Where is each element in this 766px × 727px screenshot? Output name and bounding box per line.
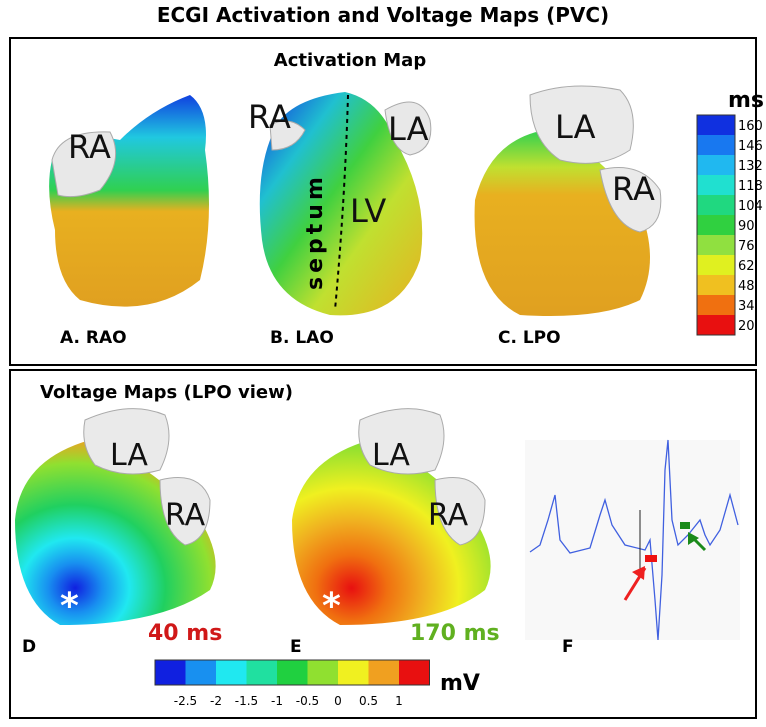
colorbar-tick-label: -2.5 <box>174 694 197 708</box>
colorbar-cell <box>399 660 430 685</box>
panel-title: Voltage Maps (LPO view) <box>40 382 293 403</box>
colorbar-tick-label: -1.5 <box>235 694 258 708</box>
colorbar: 160 146 132 118 104 90 76 62 48 34 20 <box>697 115 763 335</box>
colorbar-cell <box>697 155 735 175</box>
annotation: septum <box>303 173 328 290</box>
marker: * <box>322 586 341 627</box>
chamber-label: LV <box>350 192 386 230</box>
figure-title: ECGI Activation and Voltage Maps (PVC) <box>157 3 609 27</box>
chamber-label: RA <box>612 170 655 208</box>
time-label: 40 ms <box>148 621 222 646</box>
colorbar-tick-label: -1 <box>271 694 283 708</box>
view-label: A. RAO <box>60 328 127 348</box>
colorbar-cell <box>247 660 278 685</box>
colorbar-unit: mV <box>440 671 480 696</box>
colorbar-cell <box>697 135 735 155</box>
colorbar-cell <box>216 660 247 685</box>
colorbar-cell <box>697 215 735 235</box>
colorbar-tick-label: 1 <box>395 694 403 708</box>
chamber-label: RA <box>68 128 111 166</box>
colorbar-tick-label: 132 <box>738 159 763 174</box>
colorbar-tick-label: 34 <box>738 299 755 314</box>
colorbar-tick-label: 0.5 <box>359 694 378 708</box>
colorbar-tick-label: -0.5 <box>296 694 319 708</box>
colorbar-cell <box>697 255 735 275</box>
colorbar-cell <box>697 295 735 315</box>
view-label: F <box>562 637 574 657</box>
colorbar-tick-label: 62 <box>738 259 755 274</box>
colorbar-cell <box>697 315 735 335</box>
colorbar-tick-label: -2 <box>210 694 222 708</box>
colorbar-tick-label: 48 <box>738 279 755 294</box>
chamber-label: RA <box>165 498 206 533</box>
panel-title: Activation Map <box>274 50 427 71</box>
view-label: E <box>290 637 302 657</box>
view-label: B. LAO <box>270 328 334 348</box>
colorbar-tick-label: 90 <box>738 219 755 234</box>
colorbar-cell <box>155 660 186 685</box>
chamber-label: LA <box>110 438 148 473</box>
chamber-label: LA <box>372 438 410 473</box>
colorbar-cell <box>697 275 735 295</box>
colorbar-tick-label: 160 <box>738 119 763 134</box>
colorbar-cell <box>697 115 735 135</box>
colorbar-cell <box>338 660 369 685</box>
figure: ECGI Activation and Voltage Maps (PVC) A… <box>0 0 766 723</box>
heart-rao <box>49 95 209 307</box>
colorbar-cell <box>186 660 217 685</box>
colorbar-cell <box>369 660 400 685</box>
marker: * <box>60 586 79 627</box>
colorbar-tick-label: 0 <box>334 694 342 708</box>
colorbar: -2.5 -2 -1.5 -1 -0.5 0 0.5 1 <box>155 660 430 708</box>
view-label: C. LPO <box>498 328 561 348</box>
colorbar-tick-label: 20 <box>738 319 755 334</box>
colorbar-cell <box>697 175 735 195</box>
colorbar-unit: ms <box>728 88 764 113</box>
chamber-label: RA <box>428 498 469 533</box>
colorbar-cell <box>277 660 308 685</box>
colorbar-tick-label: 118 <box>738 179 763 194</box>
colorbar-cell <box>308 660 339 685</box>
chamber-label: LA <box>555 108 596 146</box>
view-label: D <box>22 637 36 657</box>
time-label: 170 ms <box>410 621 500 646</box>
colorbar-cell <box>697 195 735 215</box>
colorbar-cell <box>697 235 735 255</box>
colorbar-tick-label: 76 <box>738 239 755 254</box>
chamber-label: RA <box>248 98 291 136</box>
colorbar-tick-label: 104 <box>738 199 763 214</box>
colorbar-tick-label: 146 <box>738 139 763 154</box>
ecg-trace <box>525 440 740 640</box>
chamber-label: LA <box>388 110 429 148</box>
